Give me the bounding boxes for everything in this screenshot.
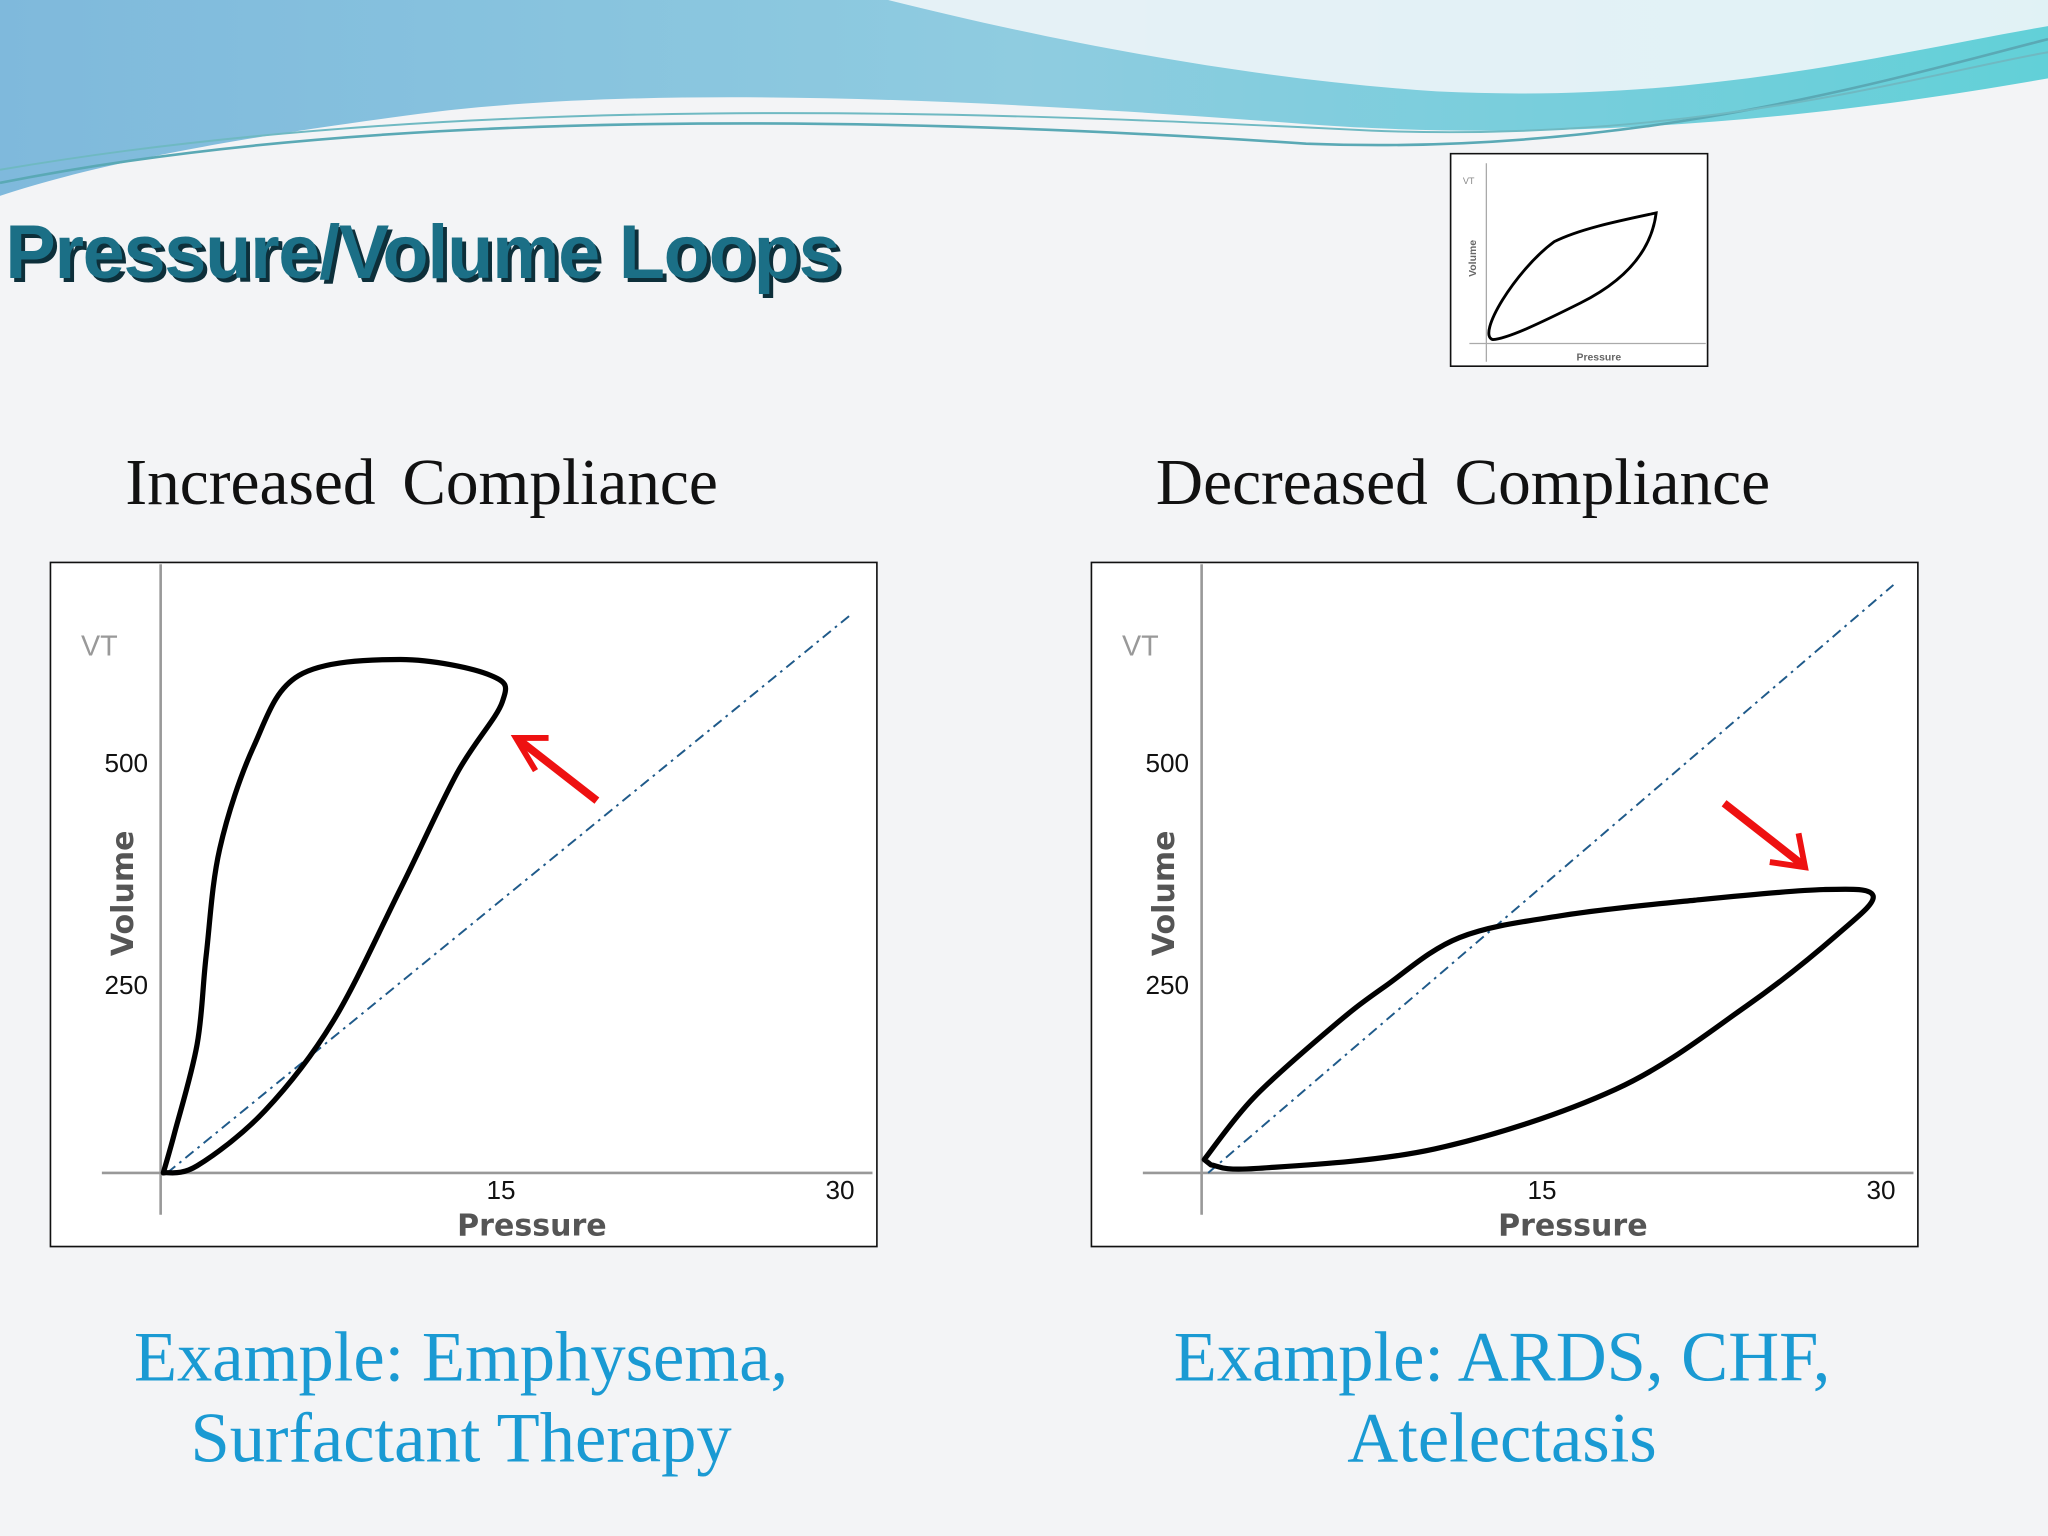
x-tick-label: 30	[1866, 1175, 1895, 1205]
y-axis-label: Volume	[1147, 831, 1182, 957]
thumbnail-x-label: Pressure	[1576, 352, 1621, 363]
x-axis-label: Pressure	[457, 1209, 607, 1244]
x-tick-label: 30	[825, 1175, 854, 1205]
y-axis-label: Volume	[106, 831, 141, 957]
right-example-line1: Example: ARDS, CHF,	[1173, 1317, 1831, 1397]
left-example: Example: Emphysema, Surfactant Therapy	[43, 1317, 879, 1479]
x-tick-label: 15	[487, 1175, 516, 1205]
red-arrow-shaft	[1721, 800, 1805, 868]
left-example-line2: Surfactant Therapy	[190, 1398, 732, 1478]
chart-increased-compliance: VT 250 500 15 30 Pressure Volume	[49, 561, 878, 1248]
pv-loop	[1201, 886, 1876, 1172]
red-arrow-head-icon	[1769, 832, 1809, 871]
left-heading: Increased Compliance	[125, 445, 718, 519]
thumbnail-pv-loop: VT Volume Pressure	[1449, 152, 1709, 368]
red-arrow-shaft	[517, 737, 600, 804]
vt-label: VT	[1122, 631, 1159, 663]
y-tick-label: 500	[104, 748, 148, 778]
chart-decreased-compliance: VT 250 500 15 30 Pressure Volume	[1090, 561, 1919, 1248]
right-example: Example: ARDS, CHF, Atelectasis	[1084, 1317, 1920, 1479]
plot-frame	[49, 561, 878, 1248]
y-tick-label: 250	[1145, 970, 1189, 1000]
y-tick-label: 250	[104, 970, 148, 1000]
thumbnail-vt-label: VT	[1463, 176, 1475, 186]
pv-loop	[160, 656, 509, 1176]
y-tick-label: 500	[1145, 748, 1189, 778]
thumbnail-y-label: Volume	[1468, 240, 1479, 277]
x-axis-label: Pressure	[1498, 1209, 1648, 1244]
x-tick-label: 15	[1528, 1175, 1557, 1205]
right-heading: Decreased Compliance	[1155, 445, 1771, 519]
red-arrow-head-icon	[510, 735, 549, 773]
reference-line	[1207, 584, 1895, 1174]
left-example-line1: Example: Emphysema,	[133, 1317, 789, 1397]
vt-label: VT	[81, 631, 118, 663]
reference-line	[166, 612, 854, 1174]
right-example-line2: Atelectasis	[1347, 1398, 1657, 1478]
slide-title: Pressure/Volume Loops	[5, 210, 840, 296]
